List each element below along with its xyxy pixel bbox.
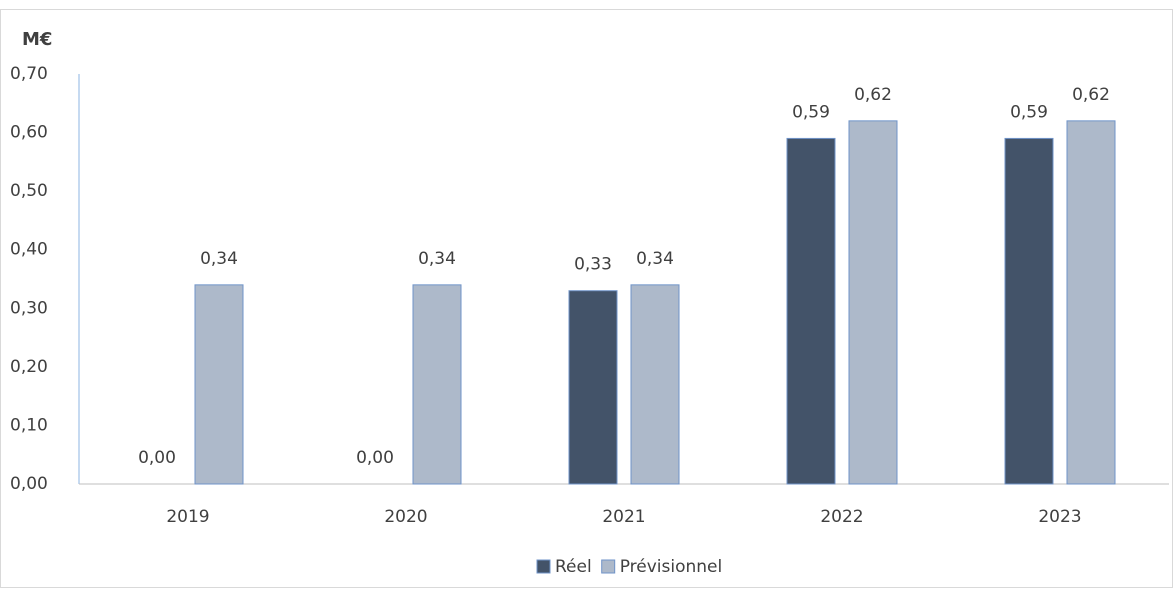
x-tick-label: 2023: [1038, 507, 1081, 527]
value-label: 0,59: [792, 102, 830, 122]
value-label: 0,62: [1072, 85, 1110, 105]
y-tick-label: 0,50: [10, 181, 48, 201]
y-tick-label: 0,20: [10, 357, 48, 377]
bar: [1004, 137, 1054, 485]
y-tick-label: 0,40: [10, 240, 48, 260]
bar: [1066, 120, 1116, 485]
legend-label: Réel: [555, 557, 592, 577]
value-label: 0,33: [574, 255, 612, 275]
bar: [194, 284, 244, 485]
bar: [786, 137, 836, 485]
bar: [848, 120, 898, 485]
value-label: 0,34: [200, 249, 238, 269]
x-tick-label: 2019: [166, 507, 209, 527]
value-label: 0,34: [636, 249, 674, 269]
legend-swatch: [601, 559, 616, 574]
y-tick-label: 0,60: [10, 123, 48, 143]
value-label: 0,00: [356, 448, 394, 468]
legend-swatch: [536, 559, 551, 574]
value-label: 0,59: [1010, 102, 1048, 122]
value-label: 0,34: [418, 249, 456, 269]
bar: [568, 290, 618, 485]
x-tick-label: 2022: [820, 507, 863, 527]
y-tick-label: 0,70: [10, 64, 48, 84]
bar: [412, 284, 462, 485]
x-tick-label: 2021: [602, 507, 645, 527]
y-tick-label: 0,10: [10, 415, 48, 435]
value-label: 0,62: [854, 85, 892, 105]
y-tick-label: 0,30: [10, 298, 48, 318]
y-unit-label: M€: [22, 29, 52, 50]
bar: [630, 284, 680, 485]
x-tick-label: 2020: [384, 507, 427, 527]
y-tick-label: 0,00: [10, 474, 48, 494]
value-label: 0,00: [138, 448, 176, 468]
legend-label: Prévisionnel: [620, 557, 723, 577]
